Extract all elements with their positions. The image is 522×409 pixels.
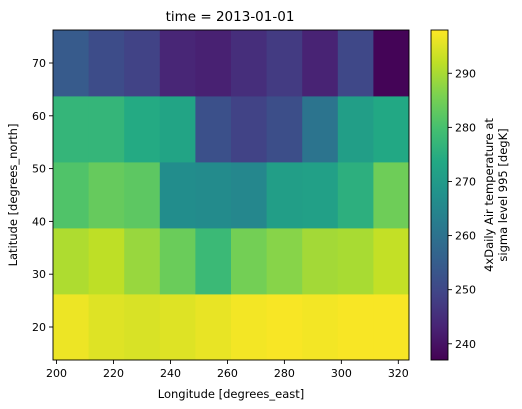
heatmap-cell (373, 294, 410, 361)
heatmap-cell (337, 294, 374, 361)
x-axis: 200 220 240 260 280 300 320 (46, 360, 409, 380)
heatmap-cell (88, 96, 125, 163)
heatmap-cell (302, 96, 339, 163)
heatmap-cell (337, 96, 374, 163)
heatmap-cell (53, 162, 89, 229)
heatmap-cell (266, 30, 303, 97)
heatmap-cell (53, 96, 89, 163)
y-tick-label: 70 (32, 57, 46, 70)
heatmap-cell (195, 96, 232, 163)
heatmap-cell (231, 96, 267, 163)
heatmap-cell (195, 228, 232, 295)
colorbar-tick-label: 260 (455, 230, 476, 243)
plot-frame (52, 29, 410, 361)
heatmap-cell (373, 228, 410, 295)
x-tick-label: 220 (103, 367, 124, 380)
colorbar-tick-label: 270 (455, 175, 476, 188)
x-tick-label: 280 (274, 367, 295, 380)
heatmap-cell (373, 30, 410, 97)
colorbar-tick-label: 240 (455, 338, 476, 351)
heatmap-cell (159, 228, 196, 295)
y-tick-label: 20 (32, 321, 46, 334)
heatmap-cell (88, 162, 125, 229)
y-axis: 20 30 40 50 60 70 (32, 57, 53, 334)
heatmap-cell (159, 30, 196, 97)
x-tick-label: 200 (46, 367, 67, 380)
x-tick-label: 300 (331, 367, 352, 380)
heatmap-cell (53, 228, 89, 295)
colorbar-tick-label: 250 (455, 284, 476, 297)
heatmap-cell (53, 30, 89, 97)
heatmap-cell (302, 30, 339, 97)
heatmap-cell (373, 96, 410, 163)
heatmap-cell (124, 30, 161, 97)
colorbar-axis: 240 250 260 270 280 290 (448, 67, 476, 351)
heatmap-cell (159, 162, 196, 229)
heatmap-cell (124, 96, 161, 163)
heatmap-cell (231, 30, 267, 97)
heatmap-cell (159, 294, 196, 361)
colorbar-label-line2: sigma level 995 [degK] (496, 128, 510, 261)
heatmap-cell (337, 228, 374, 295)
heatmap-cell (266, 294, 303, 361)
heatmap-cell (266, 162, 303, 229)
heatmap-cell (159, 96, 196, 163)
heatmap-cell (195, 294, 232, 361)
y-tick-label: 50 (32, 163, 46, 176)
heatmap-cell (337, 162, 374, 229)
heatmap-cell (88, 30, 125, 97)
heatmap-cell (88, 228, 125, 295)
heatmap-cell (124, 162, 161, 229)
heatmap-cell (231, 228, 267, 295)
heatmap-cell (195, 30, 232, 97)
y-tick-label: 60 (32, 110, 46, 123)
y-axis-label: Latitude [degrees_north] (6, 124, 20, 267)
colorbar (430, 29, 449, 361)
y-tick-label: 40 (32, 215, 46, 228)
y-tick-label: 30 (32, 268, 46, 281)
x-tick-label: 260 (217, 367, 238, 380)
chart-title: time = 2013-01-01 (166, 9, 295, 25)
heatmap-cell (302, 162, 339, 229)
heatmap-cell (88, 294, 125, 361)
x-tick-label: 320 (388, 367, 409, 380)
x-axis-label: Longitude [degrees_east] (158, 387, 305, 401)
colorbar-tick-label: 280 (455, 121, 476, 134)
heatmap-cell (266, 96, 303, 163)
heatmap-cell (124, 294, 161, 361)
heatmap-cell (302, 228, 339, 295)
heatmap-cells (53, 30, 410, 361)
colorbar-label-line1: 4xDaily Air temperature at (482, 118, 496, 272)
heatmap-cell (231, 294, 267, 361)
heatmap-cell (337, 30, 374, 97)
heatmap-cell (124, 228, 161, 295)
x-tick-label: 240 (160, 367, 181, 380)
heatmap-cell (266, 228, 303, 295)
heatmap-cell (373, 162, 410, 229)
heatmap-cell (231, 162, 267, 229)
colorbar-tick-label: 290 (455, 67, 476, 80)
heatmap-cell (195, 162, 232, 229)
heatmap-cell (53, 294, 89, 361)
heatmap-cell (302, 294, 339, 361)
